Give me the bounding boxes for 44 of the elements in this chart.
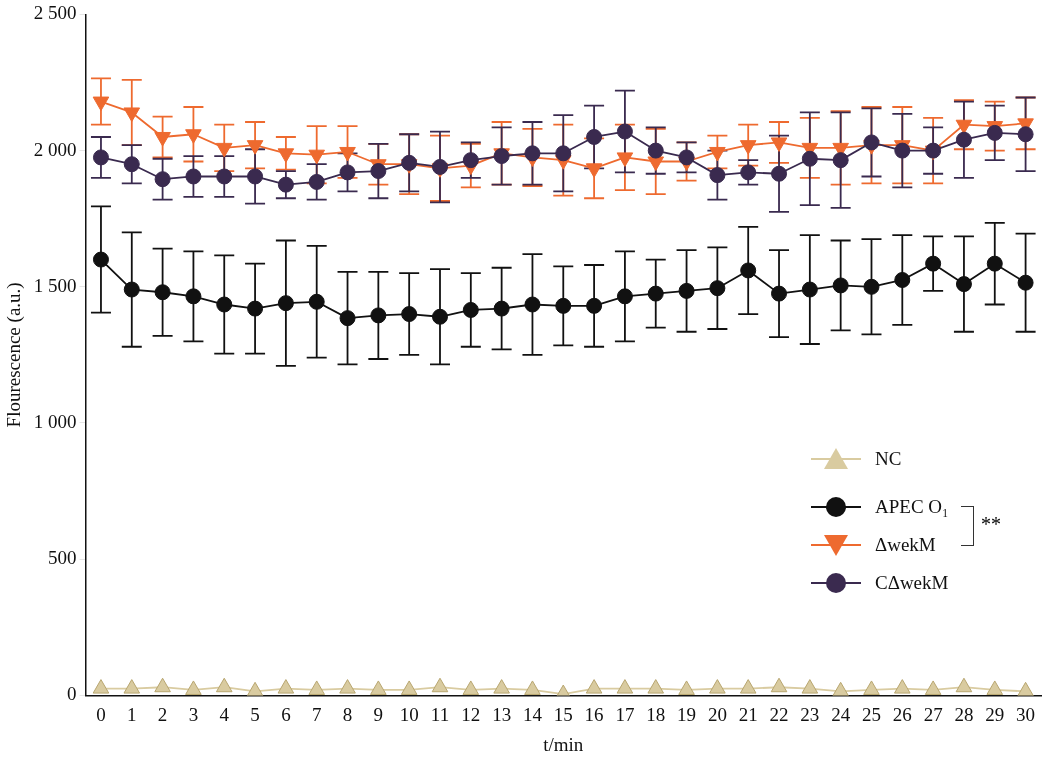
y-tick-label: 0: [67, 683, 77, 705]
x-tick-label: 12: [461, 703, 481, 725]
x-tick-label: 1: [127, 703, 137, 725]
x-tick-label: 22: [769, 703, 789, 725]
y-tick-label: 2 000: [33, 138, 77, 160]
x-tick-label: 8: [342, 703, 353, 725]
annotation: **: [981, 513, 1001, 537]
x-tick-label: 29: [985, 703, 1005, 725]
x-tick-label: 11: [430, 703, 450, 725]
y-tick-label: 1 000: [33, 410, 77, 432]
x-tick-label: 16: [584, 703, 604, 725]
x-tick-label: 15: [553, 703, 573, 725]
x-tick-label: 24: [831, 703, 851, 725]
x-tick-label: 13: [492, 703, 512, 725]
x-tick-label: 14: [522, 703, 543, 725]
legend-label: ΔwekM: [875, 534, 936, 557]
x-tick-label: 17: [615, 703, 635, 725]
legend-label: APEC O₁: [875, 496, 949, 519]
x-tick-label: 25: [861, 703, 881, 725]
x-tick-label: 27: [923, 703, 943, 725]
x-tick-label: 21: [738, 703, 758, 725]
y-tick-label: 500: [48, 547, 77, 569]
x-tick-label: 19: [677, 703, 697, 725]
x-tick-label: 23: [800, 703, 820, 725]
y-tick-label: 1 500: [33, 274, 77, 296]
x-tick-label: 28: [954, 703, 974, 725]
x-tick-label: 5: [250, 703, 260, 725]
x-tick-label: 20: [707, 703, 727, 725]
x-tick-label: 2: [157, 703, 168, 725]
x-tick-label: 4: [219, 703, 230, 725]
legend-label: NC: [875, 448, 902, 471]
x-tick-label: 7: [311, 703, 322, 725]
x-tick-label: 30: [1016, 703, 1036, 725]
x-tick-label: 3: [188, 703, 199, 725]
x-tick-label: 6: [281, 703, 291, 725]
x-tick-label: 0: [96, 703, 106, 725]
x-tick-label: 18: [646, 703, 666, 725]
x-tick-label: 26: [892, 703, 912, 725]
y-axis-title: Flourescence (a.u.): [3, 282, 26, 428]
legend-label: CΔwekM: [875, 572, 949, 595]
x-axis-title: t/min: [543, 733, 584, 755]
x-tick-label: 10: [399, 703, 419, 725]
y-tick-label: 2 500: [33, 2, 77, 24]
x-tick-label: 9: [373, 703, 384, 725]
